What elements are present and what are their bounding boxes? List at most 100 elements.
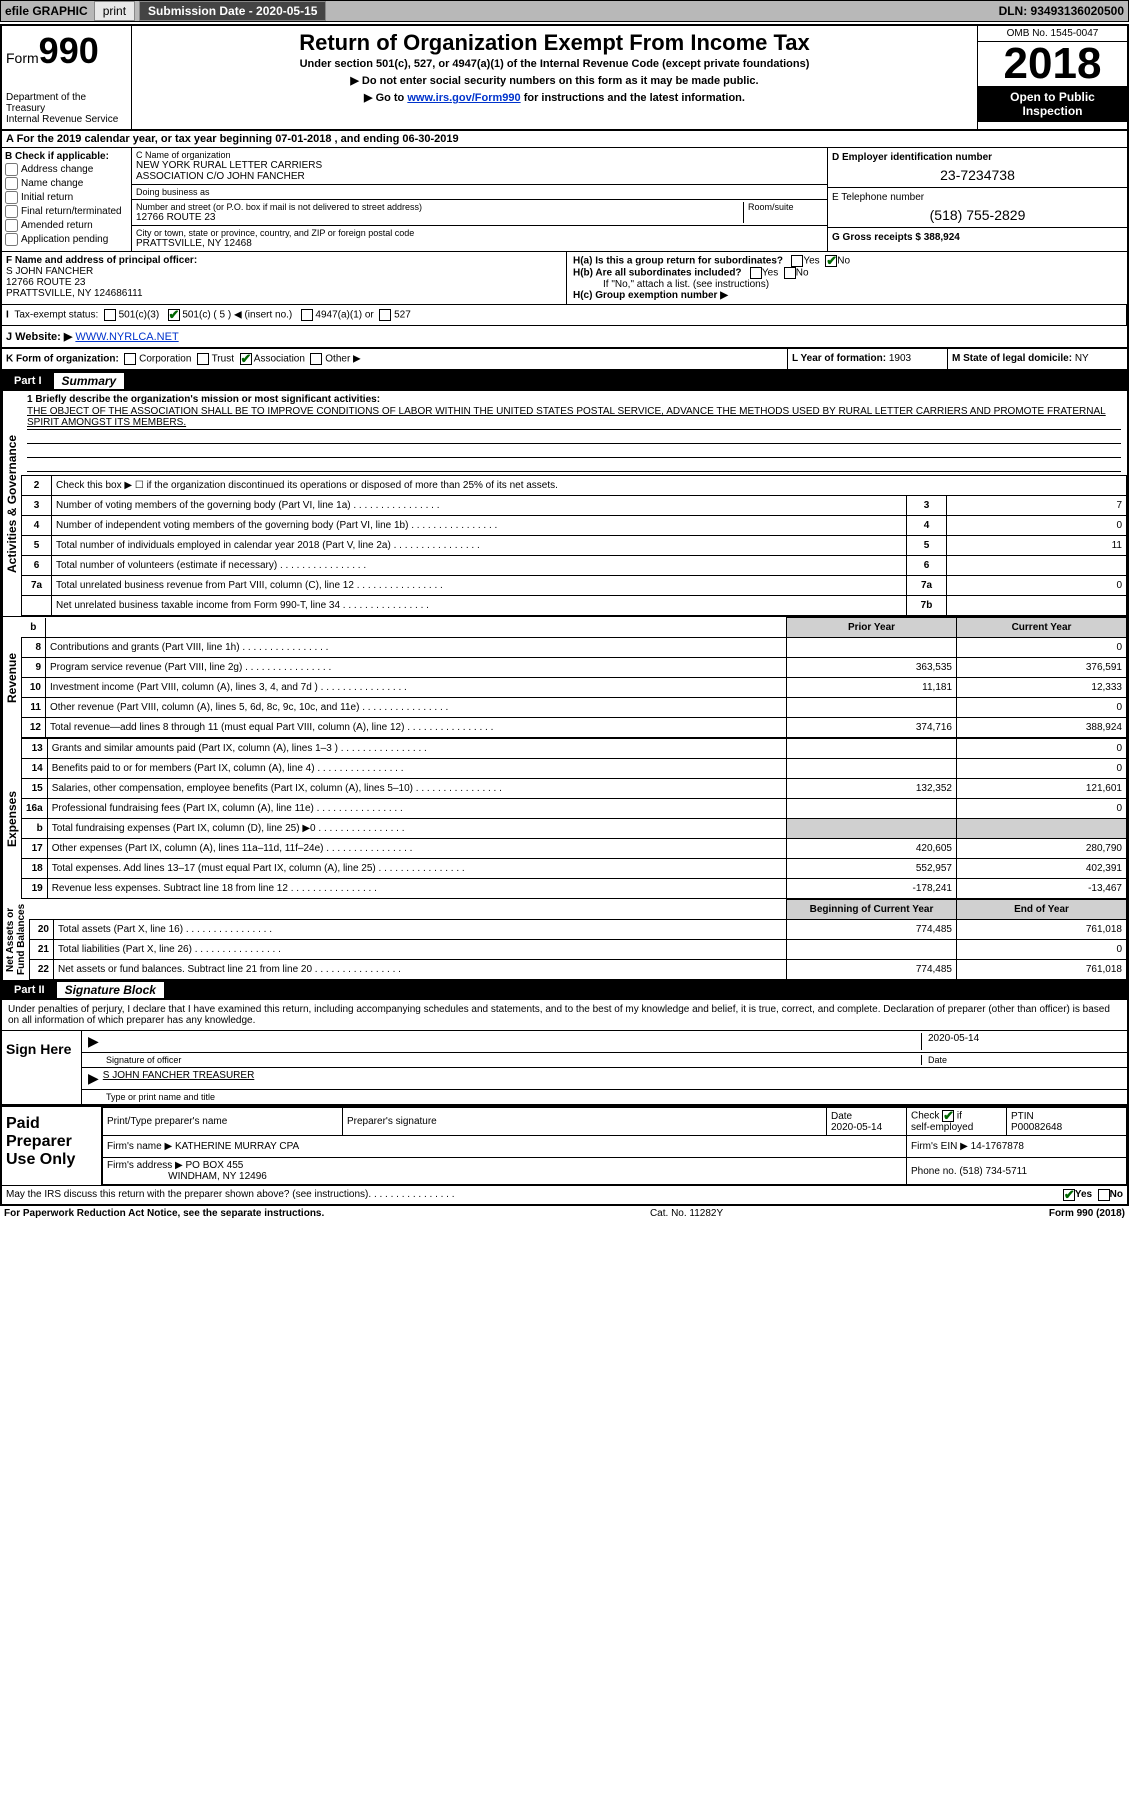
sign-here-block: Sign Here ▶ 2020-05-14 Signature of offi… [2,1030,1127,1105]
line-num: 15 [22,779,48,799]
line-desc: Net assets or fund balances. Subtract li… [54,960,787,980]
line-num: 8 [22,638,46,658]
cb-name-change[interactable]: Name change [5,177,128,190]
line-desc: Total fundraising expenses (Part IX, col… [47,819,786,839]
line-num: 4 [22,516,52,536]
line-num: 17 [22,839,48,859]
form-title: Return of Organization Exempt From Incom… [138,30,971,56]
current-year-val: 402,391 [957,859,1127,879]
line-desc: Number of independent voting members of … [52,516,907,536]
part2-title: Signature Block [57,982,164,998]
klm-row: K Form of organization: Corporation Trus… [2,349,1127,371]
row-a-text: A For the 2019 calendar year, or tax yea… [6,133,459,145]
cb-amended[interactable]: Amended return [5,219,128,232]
city-state-zip: PRATTSVILLE, NY 12468 [136,238,823,249]
cb-501c[interactable] [168,309,180,321]
cb-self-employed[interactable] [942,1110,954,1122]
line-desc: Total assets (Part X, line 16) [54,920,787,940]
line-desc: Total revenue—add lines 8 through 11 (mu… [46,718,787,738]
type-print-label: Type or print name and title [106,1092,215,1102]
org-name-label: C Name of organization [136,150,823,160]
cb-corp[interactable] [124,353,136,365]
current-year-val: 0 [957,940,1127,960]
cb-address-change[interactable]: Address change [5,163,128,176]
sig-date: 2020-05-14 [921,1033,1121,1050]
discuss-row: May the IRS discuss this return with the… [2,1185,1127,1204]
mission-block: 1 Briefly describe the organization's mi… [21,391,1127,475]
prep-date: 2020-05-14 [831,1122,882,1133]
tax-year: 2018 [978,42,1127,86]
ha-no[interactable] [825,255,837,267]
goto-line: ▶ Go to www.irs.gov/Form990 for instruct… [138,91,971,104]
cb-application-pending[interactable]: Application pending [5,233,128,246]
line-num: 9 [22,658,46,678]
line-num: 5 [22,536,52,556]
line-num: 19 [22,879,48,899]
room-label: Room/suite [748,202,823,212]
hc-row: H(c) Group exemption number ▶ [573,290,1121,301]
line-num: 22 [30,960,54,980]
part1-header: Part I Summary [2,371,1127,391]
prep-date-lbl: Date [831,1111,852,1122]
col-d-ein-phone: D Employer identification number 23-7234… [827,148,1127,251]
street-address: 12766 ROUTE 23 [136,212,743,223]
current-year-val: 388,924 [957,718,1127,738]
goto-post: for instructions and the latest informat… [521,92,745,104]
cb-final-return[interactable]: Final return/terminated [5,205,128,218]
cb-501c3[interactable] [104,309,116,321]
line-desc: Professional fundraising fees (Part IX, … [47,799,786,819]
city-label: City or town, state or province, country… [136,228,823,238]
year-formation: 1903 [889,353,911,364]
form-subtitle: Under section 501(c), 527, or 4947(a)(1)… [138,58,971,70]
line-box: 7a [907,576,947,596]
irs-link[interactable]: www.irs.gov/Form990 [407,92,520,104]
hb-note: If "No," attach a list. (see instruction… [573,279,1121,290]
expenses-section: Expenses 13Grants and similar amounts pa… [2,738,1127,899]
current-year-val [957,819,1127,839]
line-desc: Revenue less expenses. Subtract line 18 … [47,879,786,899]
line-desc: Check this box ▶ ☐ if the organization d… [52,476,1127,496]
ein-label: D Employer identification number [832,152,992,163]
cb-other[interactable] [310,353,322,365]
cb-trust[interactable] [197,353,209,365]
cb-527[interactable] [379,309,391,321]
current-year-val: 0 [957,799,1127,819]
print-button[interactable]: print [94,1,135,21]
prep-name-label: Print/Type preparer's name [103,1108,343,1136]
website-link[interactable]: WWW.NYRLCA.NET [75,331,178,343]
current-year-val: 376,591 [957,658,1127,678]
discuss-yes[interactable] [1063,1189,1075,1201]
hb-no[interactable] [784,267,796,279]
submission-date-label: Submission Date - 2020-05-15 [139,1,326,21]
open-to-public: Open to Public Inspection [978,86,1127,122]
top-toolbar: efile GRAPHIC print Submission Date - 20… [0,0,1129,22]
exp-vlabel: Expenses [2,738,21,899]
cb-initial-return[interactable]: Initial return [5,191,128,204]
efile-label: efile GRAPHIC [1,4,92,18]
current-year-val: 761,018 [957,960,1127,980]
na-vlabel: Net Assets or Fund Balances [2,899,29,980]
cb-assoc[interactable] [240,353,252,365]
discuss-no[interactable] [1098,1189,1110,1201]
begin-year-hdr: Beginning of Current Year [787,900,957,920]
line-num: 11 [22,698,46,718]
part2-num: Part II [8,984,51,996]
line-num: 10 [22,678,46,698]
prior-year-hdr: Prior Year [787,618,957,638]
pra-notice: For Paperwork Reduction Act Notice, see … [4,1208,324,1219]
end-year-hdr: End of Year [957,900,1127,920]
form-num: 990 [39,30,99,71]
hb-yes[interactable] [750,267,762,279]
prior-year-val [787,698,957,718]
prior-year-val: 774,485 [787,920,957,940]
ha-yes[interactable] [791,255,803,267]
line-box: 3 [907,496,947,516]
line-num: 21 [30,940,54,960]
state-domicile: NY [1075,353,1089,364]
form-number: Form990 [6,30,127,72]
current-year-val: 0 [957,698,1127,718]
tax-status-label: Tax-exempt status: [14,310,98,321]
net-assets-table: Beginning of Current Year End of Year 20… [29,899,1127,980]
cb-4947[interactable] [301,309,313,321]
preparer-table: Print/Type preparer's name Preparer's si… [102,1107,1127,1185]
